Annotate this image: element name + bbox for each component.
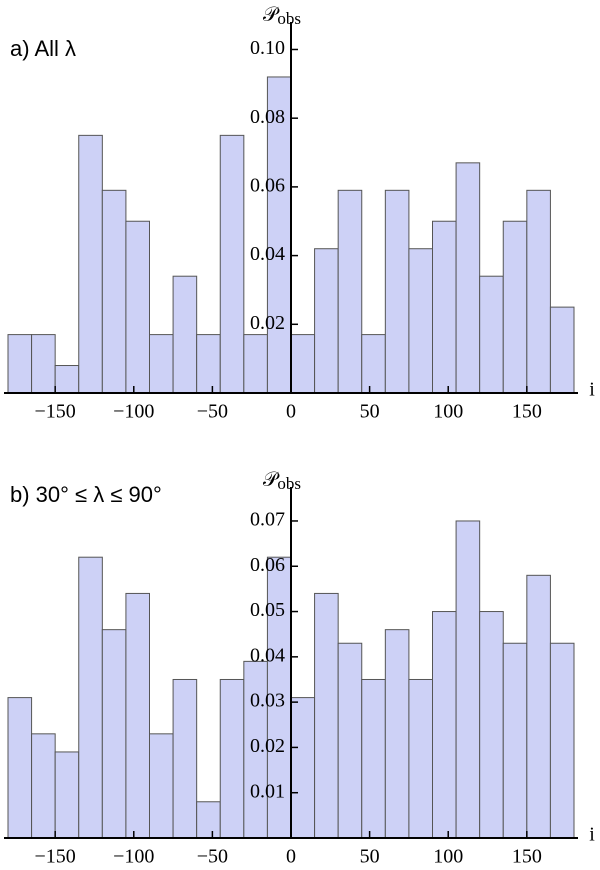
y-axis-label: 𝒫obs	[263, 469, 301, 493]
x-tick-label: 150	[512, 846, 542, 868]
bar	[7, 697, 33, 839]
bar	[243, 334, 268, 394]
x-axis-label: i	[589, 379, 595, 401]
panel-label: a) All λ	[10, 36, 76, 61]
bar	[455, 520, 481, 839]
bar	[219, 678, 245, 839]
x-axis-label: i	[589, 824, 595, 846]
y-tick-label: 0.04	[250, 243, 285, 265]
y-axis-label: 𝒫obs	[263, 4, 301, 28]
bar	[432, 220, 457, 394]
bar	[125, 220, 150, 394]
x-tick-label: −100	[113, 846, 154, 868]
bar	[31, 334, 56, 394]
x-tick-label: −50	[197, 846, 228, 868]
y-tick-label: 0.07	[250, 509, 285, 531]
bar	[54, 751, 80, 839]
bar	[479, 275, 504, 394]
x-tick-label: 50	[360, 401, 380, 423]
bar	[290, 334, 316, 394]
bar	[172, 678, 198, 839]
bar	[526, 189, 551, 394]
bar	[31, 733, 56, 839]
panel-label: b) 30° ≤ λ ≤ 90°	[10, 482, 162, 507]
y-tick-label: 0.08	[250, 106, 285, 128]
bar	[502, 220, 528, 394]
y-tick-label: 0.02	[250, 312, 285, 334]
bar	[7, 334, 33, 394]
bar	[549, 306, 575, 394]
x-tick-label: −150	[35, 401, 76, 423]
bar	[361, 334, 386, 394]
bar	[125, 592, 150, 839]
x-tick-label: 100	[433, 401, 463, 423]
bar	[78, 134, 103, 394]
x-tick-label: 0	[286, 401, 296, 423]
y-tick-label: 0.10	[250, 37, 285, 59]
bar	[101, 629, 127, 839]
bar	[408, 248, 433, 394]
bar	[479, 611, 504, 839]
bar	[290, 697, 316, 839]
bar	[502, 642, 528, 839]
bar	[384, 189, 410, 394]
x-tick-label: −50	[197, 401, 228, 423]
bar	[526, 574, 551, 839]
y-tick-label: 0.04	[250, 644, 285, 666]
bar	[549, 642, 575, 839]
bar	[219, 134, 245, 394]
bar	[149, 733, 174, 839]
bar	[361, 678, 386, 839]
x-tick-label: 100	[433, 846, 463, 868]
y-tick-label: 0.06	[250, 554, 285, 576]
y-tick-label: 0.02	[250, 735, 285, 757]
y-tick-label: 0.01	[250, 780, 285, 802]
y-tick-label: 0.05	[250, 599, 285, 621]
x-tick-label: 150	[512, 401, 542, 423]
y-tick-label: 0.03	[250, 690, 285, 712]
y-label-subscript: obs	[277, 9, 301, 28]
bar	[101, 189, 127, 394]
y-label-subscript: obs	[277, 474, 301, 493]
bar	[172, 275, 198, 394]
bar	[337, 189, 363, 394]
y-tick-label: 0.06	[250, 174, 285, 196]
x-tick-label: 50	[360, 846, 380, 868]
bar	[196, 801, 221, 839]
bar	[432, 611, 457, 839]
x-tick-label: 0	[286, 846, 296, 868]
x-tick-label: −100	[113, 401, 154, 423]
bar	[196, 334, 221, 394]
bar	[314, 248, 339, 394]
bar	[408, 678, 433, 839]
bar	[149, 334, 174, 394]
bar	[455, 162, 481, 394]
bar	[78, 556, 103, 839]
bar	[54, 365, 80, 394]
bar	[384, 629, 410, 839]
x-tick-label: −150	[35, 846, 76, 868]
bar	[337, 642, 363, 839]
y-label-symbol: 𝒫	[263, 4, 280, 26]
bar	[314, 592, 339, 839]
y-label-symbol: 𝒫	[263, 469, 280, 491]
